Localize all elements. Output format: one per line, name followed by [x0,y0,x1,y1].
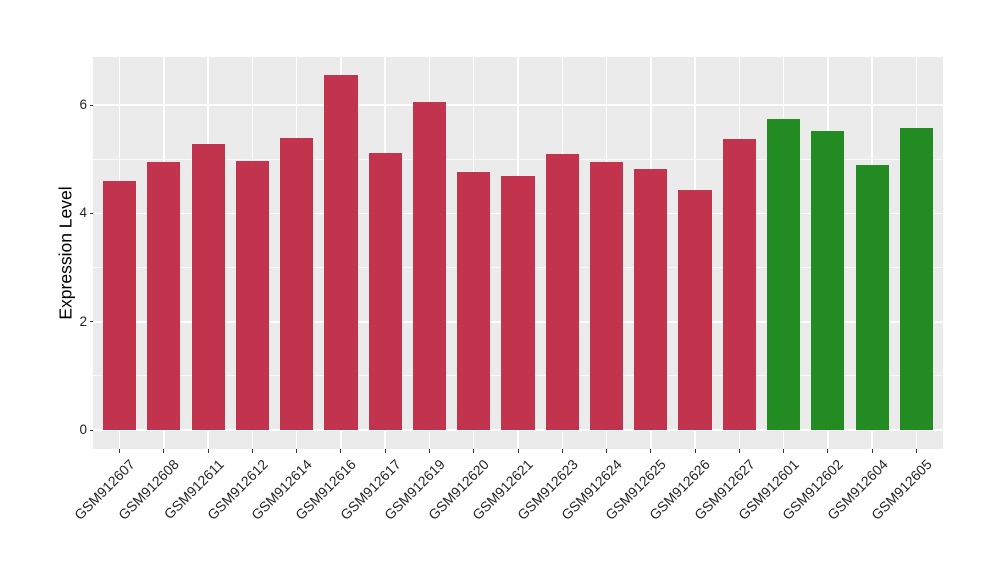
bar-GSM912626 [678,189,712,431]
y-tick-label: 2 [79,313,87,329]
bar-GSM912608 [147,162,181,431]
x-axis-tick [871,449,873,453]
y-axis-tick [89,321,93,323]
bar-GSM912627 [722,139,756,431]
x-axis-tick [119,449,121,453]
bar-GSM912612 [235,160,269,431]
bar-GSM912611 [191,144,225,431]
bar-GSM912605 [899,128,934,431]
bar-GSM912620 [457,171,491,431]
y-axis-tick [89,429,93,431]
x-axis-tick [738,449,740,453]
x-axis-tick [163,449,165,453]
x-axis-tick [251,449,253,453]
bar-GSM912601 [767,119,801,431]
x-axis-tick [473,449,475,453]
bar-GSM912624 [589,162,624,431]
x-axis-tick [650,449,652,453]
y-tick-label: 0 [79,422,87,438]
bar-GSM912616 [324,74,358,431]
x-axis-tick [428,449,430,453]
y-tick-label: 4 [79,205,87,221]
bar-GSM912617 [368,153,402,431]
plot-panel [93,57,943,449]
x-axis-tick [606,449,608,453]
x-axis-tick [207,449,209,453]
x-axis-tick [783,449,785,453]
x-axis-tick [694,449,696,453]
x-axis-tick [340,449,342,453]
bar-GSM912625 [634,168,668,431]
x-axis-tick [517,449,519,453]
bar-GSM912621 [501,176,535,431]
y-axis-tick [89,104,93,106]
x-axis-tick [915,449,917,453]
y-tick-label: 6 [79,97,87,113]
bar-GSM912623 [545,154,579,431]
gridline-major [93,429,943,431]
x-axis-tick [384,449,386,453]
bar-GSM912614 [280,137,314,431]
y-axis-tick [89,212,93,214]
x-axis-tick [296,449,298,453]
bar-GSM912619 [412,101,447,431]
gridline-minor [93,158,943,160]
x-axis-tick [561,449,563,453]
gridline-major [93,104,943,106]
bar-GSM912604 [855,165,889,431]
bar-GSM912602 [811,130,845,431]
bar-GSM912607 [102,180,137,431]
x-axis-tick [827,449,829,453]
